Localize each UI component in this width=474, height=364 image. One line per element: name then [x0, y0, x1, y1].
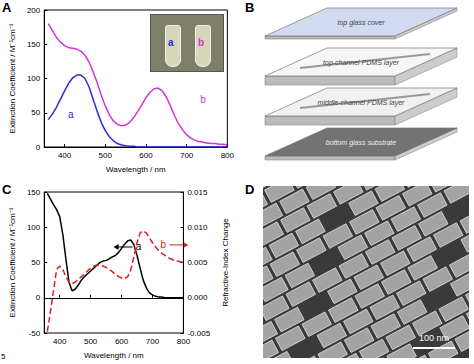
svg-text:bottom glass substrate: bottom glass substrate [326, 139, 397, 147]
svg-text:150: 150 [27, 188, 41, 197]
svg-text:top-channel PDMS layer: top-channel PDMS layer [323, 59, 400, 67]
svg-text:600: 600 [139, 151, 153, 160]
svg-text:-0.005: -0.005 [187, 329, 210, 338]
svg-text:600: 600 [115, 337, 129, 346]
svg-text:-50: -50 [29, 329, 41, 338]
svg-text:Wavelength / nm: Wavelength / nm [106, 165, 166, 174]
svg-text:800: 800 [177, 337, 191, 346]
svg-text:0.015: 0.015 [187, 188, 208, 197]
svg-text:Wavelength / nm: Wavelength / nm [84, 351, 144, 360]
svg-text:50: 50 [31, 258, 40, 267]
svg-text:100: 100 [27, 74, 41, 83]
html-text:5: 5 [1, 352, 6, 361]
svg-text:middle-channel PDMS layer: middle-channel PDMS layer [318, 99, 405, 107]
svg-text:0.010: 0.010 [187, 223, 208, 232]
svg-text:100: 100 [27, 223, 41, 232]
svg-text:0: 0 [36, 143, 41, 152]
svg-text:500: 500 [99, 151, 113, 160]
svg-text:top glass cover: top glass cover [337, 19, 385, 27]
svg-text:Extinction Coefficient / M⁻¹cm: Extinction Coefficient / M⁻¹cm⁻¹ [8, 207, 17, 317]
svg-text:500: 500 [84, 337, 98, 346]
svg-text:200: 200 [27, 6, 41, 15]
svg-text:100 nm: 100 nm [419, 333, 449, 343]
svg-text:400: 400 [58, 151, 72, 160]
svg-text:0.000: 0.000 [187, 293, 208, 302]
svg-text:700: 700 [180, 151, 194, 160]
svg-text:50: 50 [31, 108, 40, 117]
svg-text:b: b [161, 239, 167, 250]
svg-text:0: 0 [36, 293, 41, 302]
svg-text:700: 700 [146, 337, 160, 346]
html-text:C: C [2, 182, 12, 197]
svg-text:400: 400 [53, 337, 67, 346]
svg-text:b: b [200, 94, 206, 105]
svg-text:0.005: 0.005 [187, 258, 208, 267]
html-text:A: A [2, 0, 12, 15]
html-text:a: a [168, 37, 174, 48]
svg-text:Refractive-Index Change: Refractive-Index Change [221, 218, 230, 307]
svg-text:800: 800 [221, 151, 235, 160]
svg-text:a: a [68, 109, 74, 120]
html-text:D: D [245, 182, 255, 197]
svg-text:Extinction Coefficient / M⁻¹cm: Extinction Coefficient / M⁻¹cm⁻¹ [8, 23, 17, 133]
svg-text:a: a [135, 241, 142, 253]
html-text:B: B [245, 0, 255, 15]
svg-text:150: 150 [27, 40, 41, 49]
html-text:b: b [198, 37, 205, 48]
